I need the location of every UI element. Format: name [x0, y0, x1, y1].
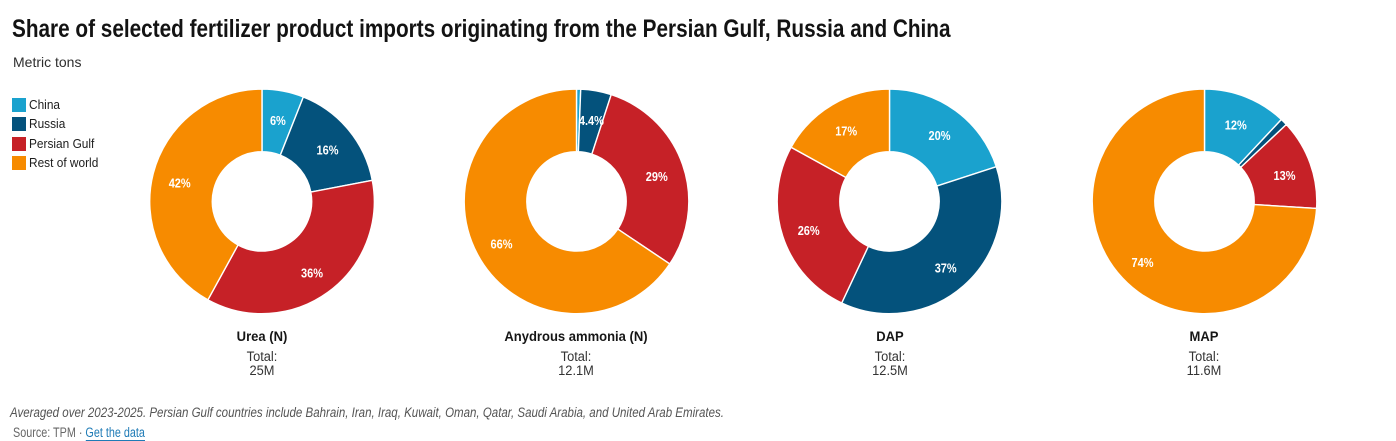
svg-text:13%: 13% [1274, 169, 1296, 183]
svg-text:42%: 42% [169, 177, 191, 191]
svg-text:37%: 37% [935, 262, 957, 276]
svg-text:4.4%: 4.4% [579, 114, 604, 128]
svg-text:17%: 17% [835, 125, 857, 139]
svg-text:20%: 20% [929, 129, 951, 143]
svg-text:26%: 26% [798, 224, 820, 238]
svg-text:66%: 66% [491, 238, 513, 252]
svg-text:36%: 36% [301, 267, 323, 281]
svg-text:16%: 16% [317, 144, 339, 158]
svg-text:12%: 12% [1225, 119, 1247, 133]
svg-text:74%: 74% [1132, 256, 1154, 270]
svg-text:6%: 6% [270, 114, 286, 128]
svg-text:29%: 29% [646, 170, 668, 184]
